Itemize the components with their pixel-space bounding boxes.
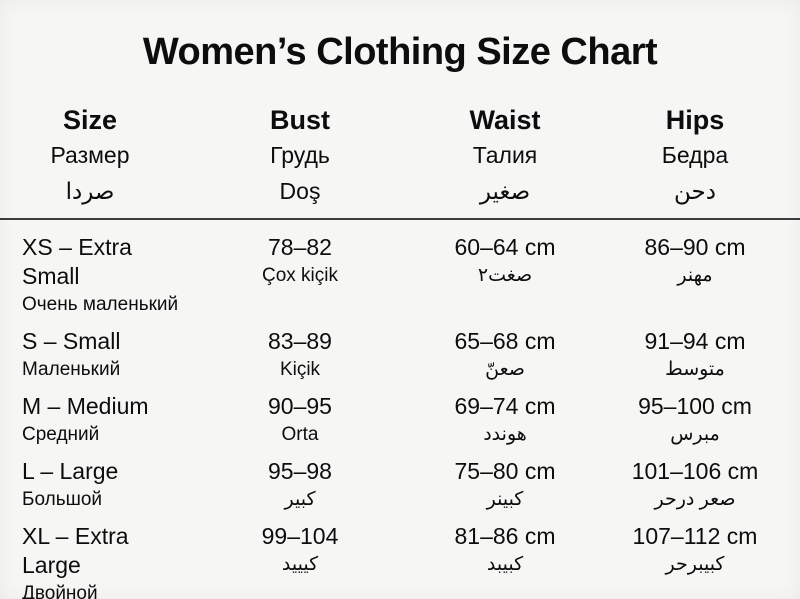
bust-translation: Orta	[281, 424, 319, 445]
bust-cell: 90–95 Orta	[180, 392, 420, 448]
table-row-l: L – Large Большой 95–98 كبير 75–80 cm كب…	[0, 457, 800, 513]
waist-cell: 75–80 cm كبينر	[420, 457, 590, 513]
column-header-hips: Hips Бедра دحن	[590, 102, 800, 210]
waist-value: 69–74 cm	[454, 393, 556, 419]
bust-translation: Çox kiçik	[261, 265, 338, 286]
hips-value: 107–112 cm	[632, 523, 758, 549]
hips-value: 95–100 cm	[638, 393, 752, 419]
column-header-size-ru: Размер	[50, 142, 130, 168]
column-header-waist: Waist Талия صغير	[420, 102, 590, 210]
column-header-hips-ru: Бедра	[661, 142, 729, 168]
bust-value: 78–82	[268, 234, 332, 260]
bust-translation: كبير	[284, 489, 316, 510]
hips-cell: 95–100 cm مبرس	[590, 392, 800, 448]
header-divider-line	[0, 218, 800, 220]
column-header-size: Size Размер صردا	[0, 102, 180, 210]
waist-translation: كبينر	[486, 489, 524, 510]
column-header-hips-ar: دحن	[674, 178, 716, 204]
table-row-s: S – Small Маленький 83–89 Kiçik 65–68 cm…	[0, 327, 800, 383]
hips-value: 86–90 cm	[644, 234, 746, 260]
waist-translation: صغت٢	[477, 265, 533, 286]
hips-cell: 91–94 cm متوسط	[590, 327, 800, 383]
size-label: L – Large	[22, 458, 119, 484]
column-header-bust-ru: Грудь	[270, 142, 330, 168]
hips-translation: مبرس	[670, 424, 720, 445]
bust-cell: 83–89 Kiçik	[180, 327, 420, 383]
hips-translation: صعر درحر	[654, 489, 736, 510]
bust-cell: 78–82 Çox kiçik	[180, 233, 420, 318]
size-translation: Средний	[22, 424, 100, 445]
waist-cell: 69–74 cm هوندد	[420, 392, 590, 448]
waist-cell: 65–68 cm صعنّ	[420, 327, 590, 383]
waist-value: 60–64 cm	[454, 234, 556, 260]
size-cell: S – Small Маленький	[0, 327, 180, 383]
size-translation: Маленький	[22, 359, 121, 380]
table-row-xs: XS – Extra Small Очень маленький 78–82 Ç…	[0, 233, 800, 318]
table-row-m: M – Medium Средний 90–95 Orta 69–74 cm ه…	[0, 392, 800, 448]
hips-cell: 86–90 cm مهنر	[590, 233, 800, 318]
size-cell: XL – Extra Large Двойной большой	[0, 522, 180, 599]
size-cell: XS – Extra Small Очень маленький	[0, 233, 180, 318]
size-label: XS – Extra Small	[22, 234, 132, 289]
bust-cell: 99–104 كيييد	[180, 522, 420, 599]
hips-cell: 101–106 cm صعر درحر	[590, 457, 800, 513]
waist-translation: هوندد	[483, 424, 527, 445]
table-row-xl: XL – Extra Large Двойной большой 99–104 …	[0, 522, 800, 599]
hips-value: 91–94 cm	[644, 328, 746, 354]
hips-value: 101–106 cm	[631, 458, 759, 484]
bust-value: 83–89	[268, 328, 332, 354]
bust-value: 99–104	[261, 523, 339, 549]
waist-translation: صعنّ	[485, 359, 525, 380]
bust-value: 95–98	[268, 458, 332, 484]
waist-value: 65–68 cm	[454, 328, 556, 354]
hips-translation: متوسط	[665, 359, 725, 380]
column-header-hips-en: Hips	[665, 105, 725, 135]
size-label: XL – Extra Large	[22, 523, 129, 578]
size-label: S – Small	[22, 328, 121, 354]
waist-value: 81–86 cm	[454, 523, 556, 549]
size-translation: Очень маленький	[22, 294, 179, 315]
column-header-waist-ar: صغير	[479, 178, 531, 204]
waist-value: 75–80 cm	[454, 458, 556, 484]
bust-translation: Kiçik	[279, 359, 321, 380]
page-title: Women’s Clothing Size Chart	[142, 31, 658, 73]
size-cell: L – Large Большой	[0, 457, 180, 513]
size-translation: Большой	[22, 489, 103, 510]
size-cell: M – Medium Средний	[0, 392, 180, 448]
column-header-bust-az: Doş	[279, 178, 321, 204]
hips-cell: 107–112 cm كبيبرحر	[590, 522, 800, 599]
bust-translation: كيييد	[281, 554, 319, 575]
waist-cell: 81–86 cm كبيبد	[420, 522, 590, 599]
column-header-bust: Bust Грудь Doş	[180, 102, 420, 210]
bust-value: 90–95	[268, 393, 332, 419]
bust-cell: 95–98 كبير	[180, 457, 420, 513]
column-header-size-ar: صردا	[65, 178, 115, 204]
size-label: M – Medium	[22, 393, 149, 419]
table-header-row: Size Размер صردا Bust Грудь Doş Waist Та…	[0, 102, 800, 210]
column-header-waist-ru: Талия	[472, 142, 538, 168]
hips-translation: كبيبرحر	[665, 554, 725, 575]
waist-cell: 60–64 cm صغت٢	[420, 233, 590, 318]
size-translation: Двойной большой	[22, 583, 98, 599]
column-header-bust-en: Bust	[270, 105, 330, 135]
column-header-waist-en: Waist	[469, 105, 541, 135]
column-header-size-en: Size	[62, 105, 118, 135]
size-chart-table: XS – Extra Small Очень маленький 78–82 Ç…	[0, 233, 800, 599]
hips-translation: مهنر	[677, 265, 713, 286]
waist-translation: كبيبد	[486, 554, 524, 575]
